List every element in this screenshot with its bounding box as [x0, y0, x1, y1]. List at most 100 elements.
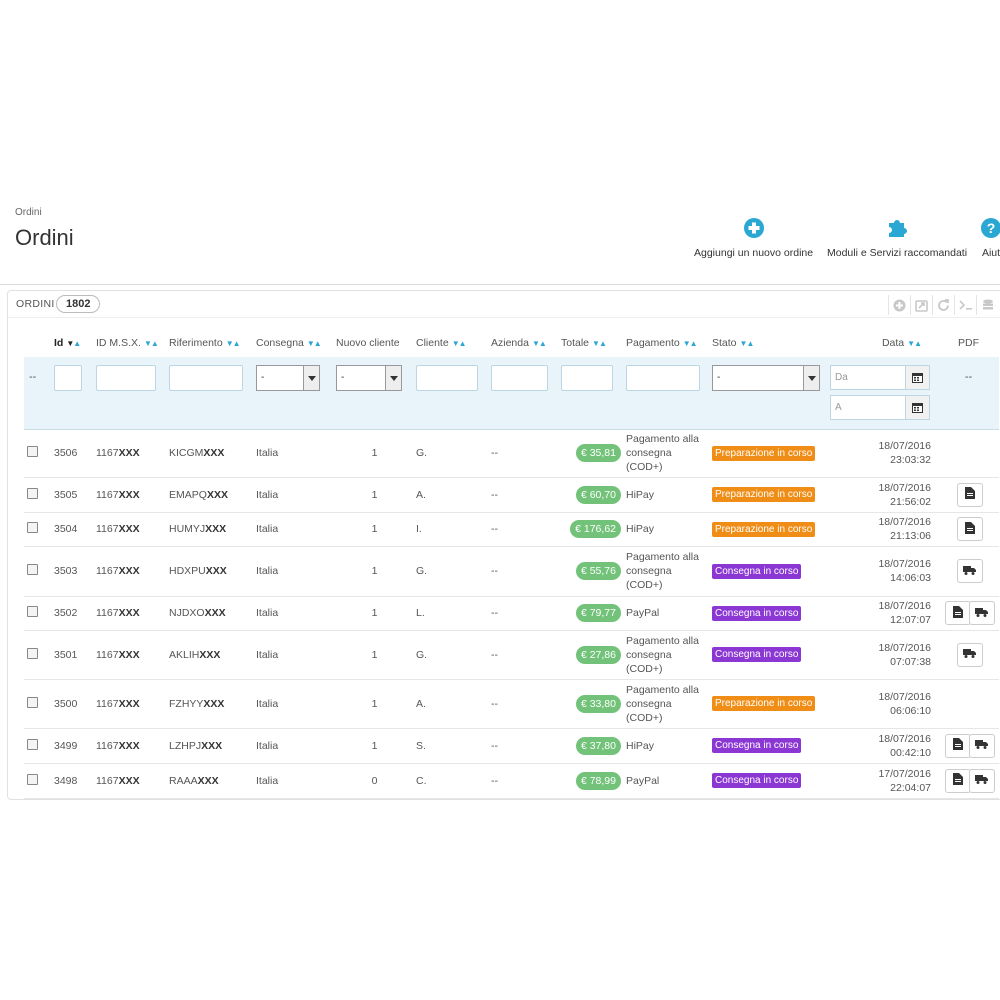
calendar-icon[interactable] — [905, 366, 929, 389]
plus-circle-icon — [743, 218, 764, 238]
order-reference: HUMYJXXX — [166, 512, 253, 547]
order-date: 17/07/2016 22:04:07 — [827, 763, 935, 799]
table-row[interactable]: 3501 1167XXX AKLIHXXX Italia 1 G. -- € 27,86 Pag… — [24, 630, 999, 680]
order-reference: NJDXOXXX — [166, 596, 253, 631]
row-checkbox[interactable] — [27, 522, 38, 533]
order-new-customer: 1 — [333, 546, 413, 597]
truck-icon — [975, 739, 988, 752]
delivery-slip-button[interactable] — [968, 768, 995, 793]
recommended-modules-button[interactable]: Moduli e Servizi raccomandati — [827, 217, 967, 259]
row-checkbox[interactable] — [27, 487, 38, 499]
table-row[interactable]: 3503 1167XXX HDXPUXXX Italia 1 G. -- € 55,76 Pag… — [24, 546, 999, 597]
filter-dash: -- — [29, 371, 37, 383]
export-icon[interactable] — [910, 295, 932, 315]
order-delivery: Italia — [253, 429, 333, 478]
filter-status-select[interactable]: - — [712, 365, 820, 391]
invoice-pdf-button[interactable] — [944, 733, 971, 758]
row-checkbox[interactable] — [27, 606, 38, 617]
row-checkbox[interactable] — [27, 696, 38, 708]
delivery-slip-button[interactable] — [956, 559, 983, 583]
filter-new-customer-select[interactable]: - — [336, 365, 402, 391]
order-msx: 1167XXX — [93, 763, 166, 799]
order-msx: 1167XXX — [93, 477, 166, 513]
table-row[interactable]: 3500 1167XXX FZHYYXXX Italia 1 A. -- € 33,80 Pag… — [24, 679, 999, 729]
col-total[interactable]: Totale ▼▲ — [561, 337, 607, 349]
filter-company-input[interactable] — [491, 365, 548, 391]
delivery-slip-button[interactable] — [968, 601, 995, 625]
filter-date-to[interactable]: A — [830, 395, 930, 420]
order-payment: Pagamento alla consegna (COD+) — [623, 546, 709, 597]
breadcrumb[interactable]: Ordini — [15, 207, 42, 218]
table-row[interactable]: 3504 1167XXX HUMYJXXX Italia 1 I. -- € 176,62 Hi… — [24, 512, 999, 547]
filter-date-from[interactable]: Da — [830, 365, 930, 390]
order-msx: 1167XXX — [93, 429, 166, 478]
delivery-slip-button[interactable] — [968, 733, 995, 758]
delivery-slip-button[interactable] — [956, 642, 983, 667]
sql-icon[interactable] — [954, 295, 976, 315]
col-delivery[interactable]: Consegna ▼▲ — [256, 337, 322, 349]
calendar-icon[interactable] — [905, 396, 929, 419]
file-icon — [952, 773, 963, 788]
invoice-pdf-button[interactable] — [956, 482, 983, 507]
table-row[interactable]: 3506 1167XXX KICGMXXX Italia 1 G. -- € 35,81 Pag… — [24, 429, 999, 478]
panel-title: ORDINI — [16, 298, 55, 310]
order-delivery: Italia — [253, 477, 333, 513]
table-row[interactable]: 3499 1167XXX LZHPJXXX Italia 1 S. -- € 37,80 HiP… — [24, 728, 999, 764]
col-company[interactable]: Azienda ▼▲ — [491, 337, 547, 349]
col-status[interactable]: Stato ▼▲ — [712, 337, 754, 349]
database-icon[interactable] — [976, 295, 998, 315]
order-total-badge: € 35,81 — [575, 444, 621, 462]
order-reference: KICGMXXX — [166, 429, 253, 478]
puzzle-icon — [889, 220, 908, 237]
filter-reference-input[interactable] — [169, 365, 243, 391]
truck-icon — [975, 607, 988, 620]
col-reference[interactable]: Riferimento ▼▲ — [169, 337, 241, 349]
col-msx[interactable]: ID M.S.X. ▼▲ — [96, 337, 159, 349]
order-customer: S. — [413, 728, 488, 764]
order-new-customer: 1 — [333, 512, 413, 547]
row-checkbox[interactable] — [27, 647, 38, 659]
order-pdf-actions — [935, 728, 999, 764]
help-button[interactable]: ? Aiut — [980, 217, 1000, 259]
orders-table: Id ▼▲ ID M.S.X. ▼▲ Riferimento ▼▲ Consegna ▼… — [24, 329, 999, 799]
recommended-modules-label: Moduli e Servizi raccomandati — [827, 247, 968, 259]
row-checkbox[interactable] — [27, 564, 38, 575]
row-checkbox[interactable] — [27, 738, 38, 750]
filter-payment-input[interactable] — [626, 365, 700, 391]
header-row: Id ▼▲ ID M.S.X. ▼▲ Riferimento ▼▲ Consegna ▼… — [24, 329, 999, 357]
truck-icon — [963, 648, 976, 661]
order-payment: Pagamento alla consegna (COD+) — [623, 630, 709, 680]
col-id[interactable]: Id ▼▲ — [54, 337, 81, 349]
invoice-pdf-button[interactable] — [956, 517, 983, 541]
order-id: 3501 — [51, 630, 93, 680]
table-row[interactable]: 3502 1167XXX NJDXOXXX Italia 1 L. -- € 79,77 Pay… — [24, 596, 999, 631]
filter-id-input[interactable] — [54, 365, 82, 391]
order-date: 18/07/2016 12:07:07 — [827, 596, 935, 631]
table-row[interactable]: 3505 1167XXX EMAPQXXX Italia 1 A. -- € 60,70 HiP… — [24, 477, 999, 513]
col-customer[interactable]: Cliente ▼▲ — [416, 337, 467, 349]
row-checkbox[interactable] — [27, 773, 38, 785]
refresh-icon[interactable] — [932, 295, 954, 315]
order-reference: HDXPUXXX — [166, 546, 253, 597]
file-icon — [952, 738, 963, 753]
order-new-customer: 1 — [333, 728, 413, 764]
order-date: 18/07/2016 00:42:10 — [827, 728, 935, 764]
invoice-pdf-button[interactable] — [944, 768, 971, 793]
add-order-button[interactable]: Aggiungi un nuovo ordine — [694, 217, 813, 259]
col-date[interactable]: Data ▼▲ — [881, 337, 922, 349]
add-icon[interactable] — [888, 295, 910, 315]
filter-customer-input[interactable] — [416, 365, 478, 391]
order-payment: HiPay — [623, 728, 709, 764]
order-reference: EMAPQXXX — [166, 477, 253, 513]
order-total-badge: € 55,76 — [575, 562, 621, 580]
orders-panel: ORDINI 1802 — [7, 290, 1000, 800]
table-row[interactable]: 3498 1167XXX RAAAXXX Italia 0 C. -- € 78,99 PayP… — [24, 763, 999, 799]
order-reference: RAAAXXX — [166, 763, 253, 799]
row-checkbox[interactable] — [27, 446, 38, 457]
invoice-pdf-button[interactable] — [944, 601, 971, 625]
filter-delivery-select[interactable]: - — [256, 365, 320, 391]
col-payment[interactable]: Pagamento ▼▲ — [626, 337, 698, 349]
filter-msx-input[interactable] — [96, 365, 156, 391]
order-company: -- — [488, 630, 558, 680]
filter-total-input[interactable] — [561, 365, 613, 391]
